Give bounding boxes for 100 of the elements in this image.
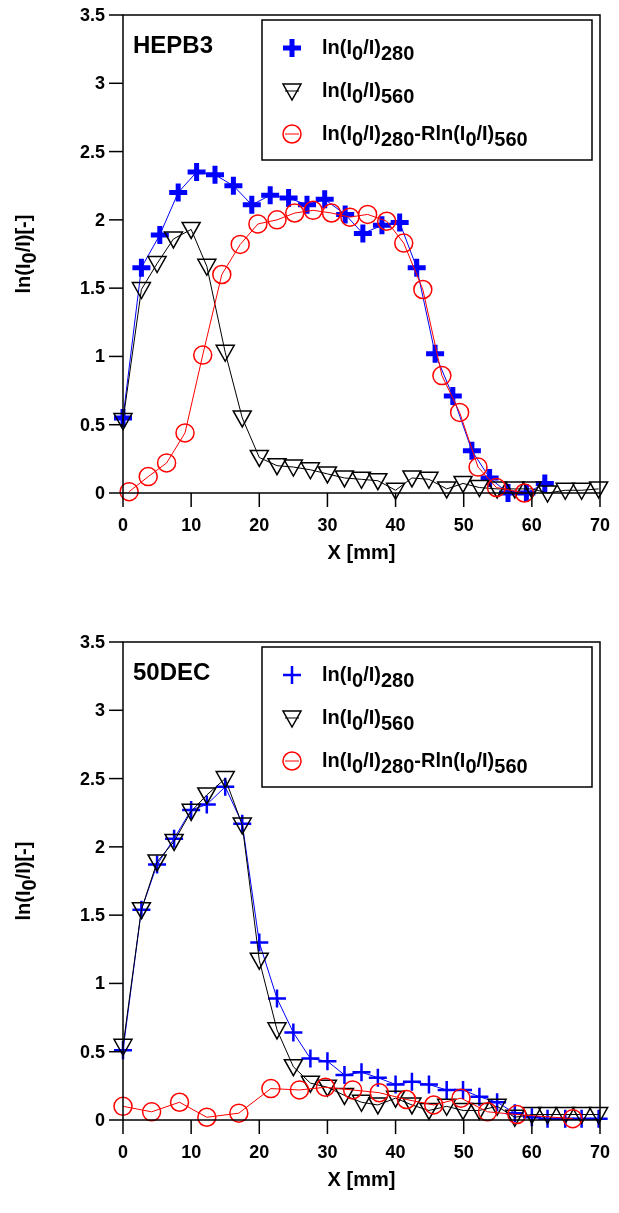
point [181, 221, 201, 240]
x-tick-label: 50 [453, 1142, 474, 1162]
point [394, 233, 414, 253]
point [249, 952, 270, 970]
point [156, 453, 177, 473]
point [267, 457, 287, 476]
point [469, 1102, 490, 1121]
point [368, 472, 388, 491]
point [334, 470, 355, 488]
point [148, 223, 172, 247]
point [453, 1102, 473, 1121]
point [376, 211, 397, 231]
x-tick-label: 60 [521, 515, 542, 535]
point [138, 466, 158, 487]
point [221, 174, 245, 198]
x-tick-label: 70 [589, 515, 611, 535]
point [163, 231, 184, 249]
point [402, 1097, 422, 1115]
point [505, 481, 525, 499]
point [129, 256, 153, 280]
point [240, 193, 264, 217]
point [432, 365, 452, 386]
y-tick-label: 1.5 [79, 278, 105, 299]
point [215, 770, 235, 789]
x-tick-label: 50 [453, 515, 474, 535]
point [533, 471, 557, 495]
point [402, 470, 422, 488]
point [388, 211, 412, 235]
y-tick-label: 1 [94, 973, 105, 994]
y-tick-label: 2 [94, 209, 105, 230]
x-tick-label: 20 [249, 515, 270, 535]
point [185, 160, 209, 184]
point [249, 449, 270, 468]
point [164, 833, 184, 852]
x-tick-label: 30 [317, 1142, 338, 1162]
y-tick-label: 3 [94, 700, 105, 721]
point [487, 1098, 507, 1117]
point [300, 1075, 321, 1093]
point [571, 482, 592, 501]
x-tick-label: 0 [117, 1142, 129, 1162]
x-tick-label: 10 [181, 515, 202, 535]
point [436, 1098, 457, 1117]
y-tick-label: 2.5 [79, 768, 105, 789]
x-tick-label: 60 [521, 1142, 542, 1162]
point [351, 471, 372, 490]
point [418, 1074, 440, 1095]
point [166, 181, 190, 205]
point [230, 234, 250, 255]
y-tick-label: 2 [94, 836, 105, 857]
point [385, 1090, 406, 1108]
point [385, 482, 406, 501]
x-tick-label: 70 [589, 1142, 611, 1162]
point [232, 410, 252, 428]
point [357, 204, 378, 225]
point [212, 264, 232, 285]
x-axis-title: X [mm] [327, 1168, 396, 1190]
y-tick-label: 1.5 [79, 905, 105, 926]
point [313, 187, 337, 211]
point [197, 1107, 217, 1128]
point [147, 255, 167, 274]
x-tick-label: 20 [249, 1142, 270, 1162]
point [588, 481, 609, 499]
point [351, 222, 375, 246]
point [413, 279, 433, 300]
point [277, 186, 301, 210]
x-axis-title: X [mm] [327, 541, 396, 563]
point [113, 1038, 133, 1056]
point [267, 210, 287, 230]
point [477, 1102, 498, 1122]
x-tick-label: 30 [317, 515, 338, 535]
point [192, 345, 213, 365]
point [197, 258, 217, 277]
point [283, 459, 304, 477]
point [248, 214, 268, 234]
point [175, 423, 195, 443]
point [451, 1088, 471, 1108]
point [351, 1094, 372, 1112]
point [505, 1109, 525, 1128]
point [468, 457, 488, 477]
point [283, 1058, 304, 1077]
point [522, 481, 542, 499]
point [419, 1102, 439, 1121]
point [266, 988, 288, 1009]
point [141, 1102, 162, 1122]
x-tick-label: 0 [117, 515, 129, 535]
point [396, 1089, 417, 1110]
point [267, 1022, 287, 1040]
y-tick-label: 0.5 [79, 414, 105, 435]
x-tick-label: 10 [181, 1142, 202, 1162]
point [284, 203, 305, 223]
point [368, 1097, 388, 1115]
point [321, 203, 342, 223]
point [555, 482, 575, 501]
point [300, 462, 321, 480]
point [449, 402, 470, 423]
point [334, 1087, 355, 1106]
point [113, 412, 133, 431]
point [261, 1078, 281, 1099]
point [334, 1064, 355, 1086]
x-tick-label: 40 [385, 515, 406, 535]
